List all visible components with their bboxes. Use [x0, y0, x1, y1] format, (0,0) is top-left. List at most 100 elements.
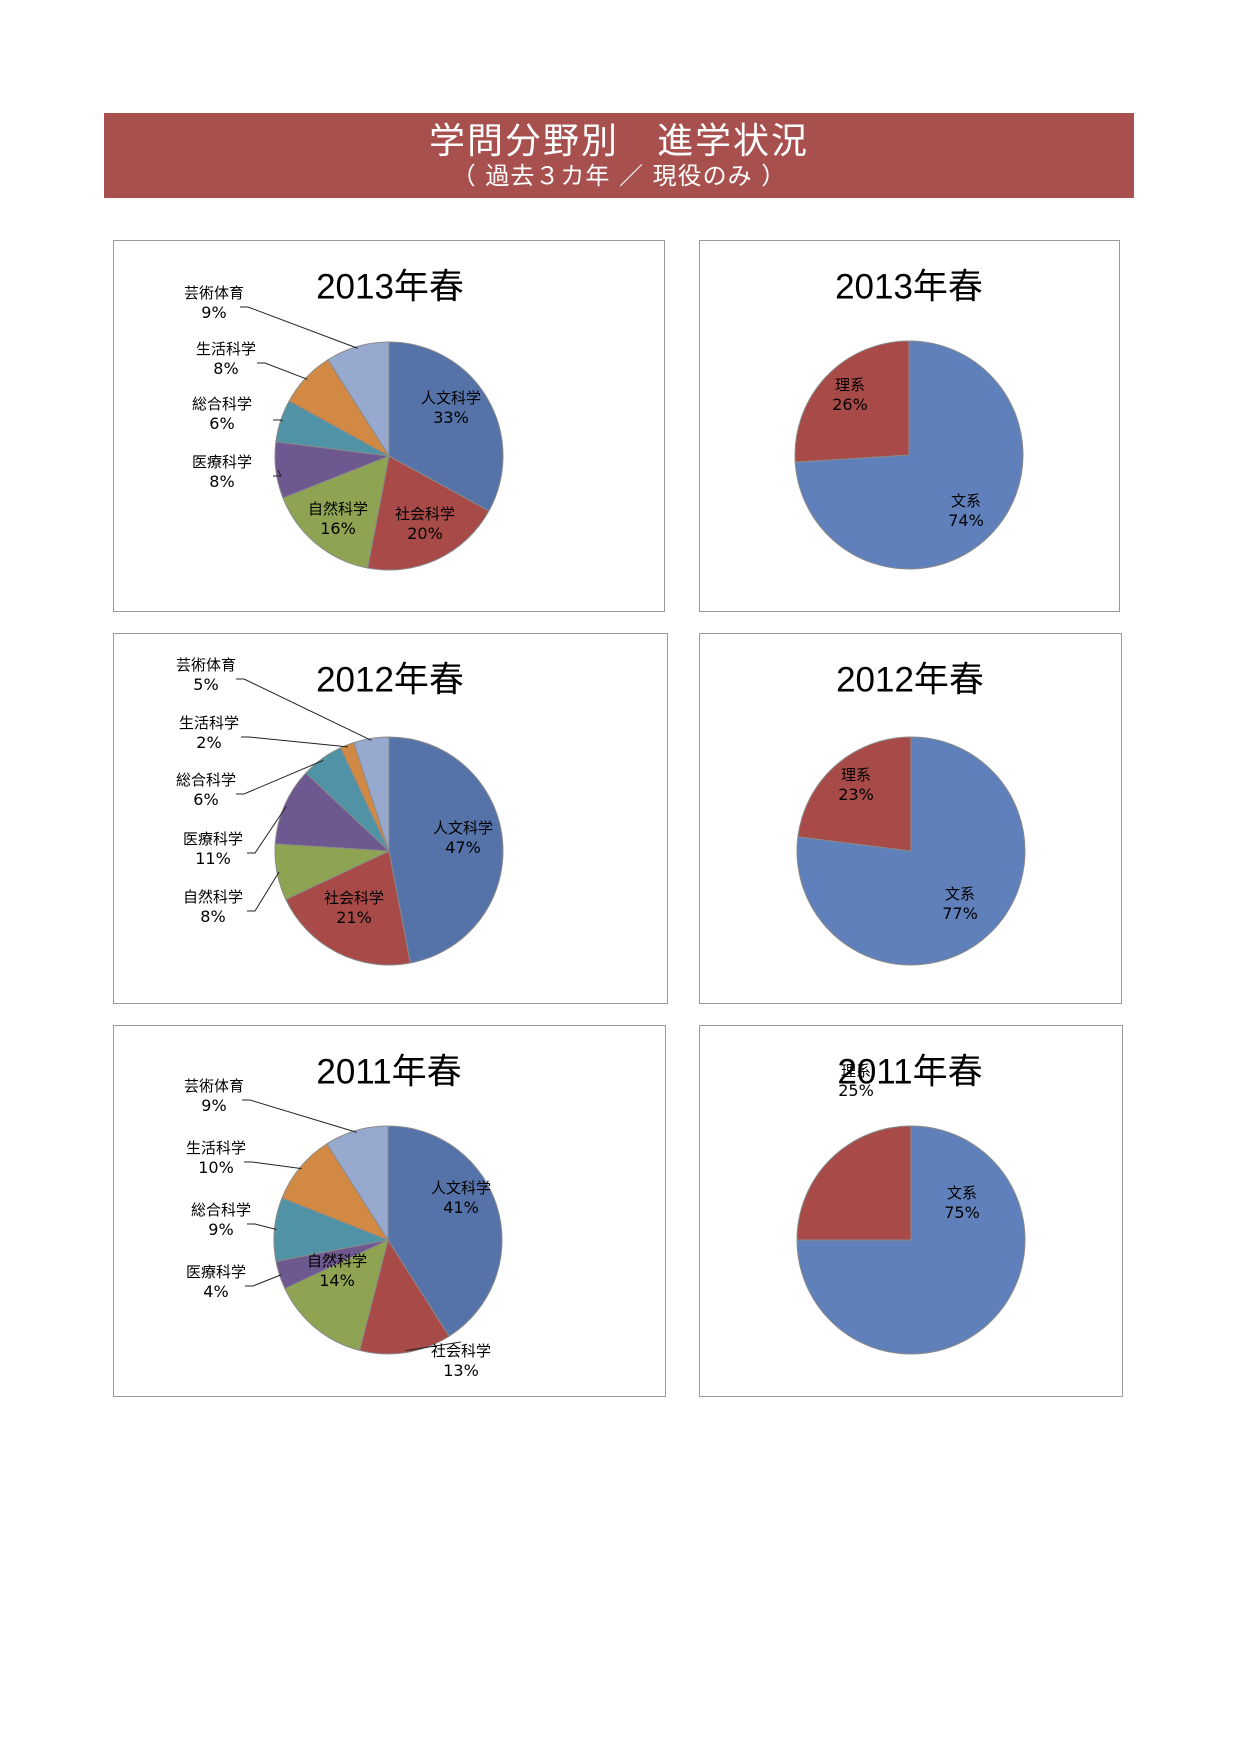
pie-slice-理系 [794, 340, 910, 463]
category-label: 医療科学 [183, 830, 243, 848]
pie-slices [796, 736, 1026, 966]
percent-label: 8% [200, 907, 225, 926]
percent-label: 33% [433, 408, 469, 427]
page-title: 学問分野別 進学状況 [428, 121, 809, 162]
category-label: 文系 [947, 1184, 977, 1202]
pie-slice-理系 [796, 1125, 912, 1241]
header-banner: 学問分野別 進学状況 （ 過去３カ年 ／ 現役のみ ） [104, 113, 1134, 198]
leader-line [273, 469, 282, 477]
pie-slice-社会科学 [367, 455, 490, 571]
percent-label: 23% [838, 785, 874, 804]
page-subtitle: （ 過去３カ年 ／ 現役のみ ） [451, 162, 787, 190]
percent-label: 9% [201, 1096, 226, 1115]
category-label: 人文科学 [431, 1179, 491, 1197]
pie-slice-自然科学 [282, 455, 390, 569]
leader-line [273, 419, 283, 422]
pie-slices [796, 1125, 1026, 1355]
category-label: 総合科学 [192, 395, 252, 413]
chart-title: 2011年春 [837, 1052, 982, 1091]
pie-slices [274, 341, 504, 571]
leader-line [245, 1274, 282, 1287]
pie-chart-2011-field: 2011年春人文科学41%社会科学13%自然科学14%医療科学4%総合科学9%生… [184, 1052, 503, 1380]
percent-label: 4% [203, 1282, 228, 1301]
chart-panel-2012-field: 2012年春 人文科学 47% 社会科学 21% 自然科学 8% 医療科学 11% 総合科学 6% 生… [113, 633, 668, 1004]
category-label: 人文科学 [433, 819, 493, 837]
chart-panel-2013-course: 2013年春文系 74% 理系 26% [699, 240, 1120, 612]
category-label: 自然科学 [183, 888, 243, 906]
category-label: 文系 [951, 492, 981, 510]
leader-line [247, 1223, 277, 1230]
percent-label: 13% [443, 1361, 479, 1380]
percent-label: 10% [198, 1158, 234, 1177]
percent-label: 75% [944, 1203, 980, 1222]
pie-slice-人文科学 [388, 736, 504, 964]
chart-panel-2012-course: 2012年春文系 77% 理系 23% [699, 633, 1122, 1004]
pie-slices [274, 736, 504, 966]
leader-line [236, 759, 324, 795]
pie-slice-自然科学 [284, 1239, 389, 1352]
pie-slice-人文科学 [388, 341, 504, 512]
percent-label: 6% [209, 414, 234, 433]
chart-title: 2013年春 [316, 267, 464, 306]
percent-label: 9% [208, 1220, 233, 1239]
percent-label: 5% [193, 675, 218, 694]
chart-title: 2012年春 [836, 660, 984, 699]
percent-label: 16% [320, 519, 356, 538]
category-label: 社会科学 [324, 889, 384, 907]
chart-panel-2013-field: 2013年春人文科学 33% 社会科学 20% 自然科学 16% 医療科学 8% 総合科学 6% 生… [113, 240, 665, 612]
percent-label: 9% [201, 303, 226, 322]
category-label: 理系 [841, 766, 871, 784]
percent-label: 8% [213, 359, 238, 378]
chart-title: 2013年春 [835, 267, 983, 306]
category-label: 医療科学 [186, 1263, 246, 1281]
percent-label: 11% [195, 849, 231, 868]
percent-label: 8% [209, 472, 234, 491]
pie-slice-社会科学 [359, 1238, 450, 1355]
pie-slice-社会科学 [285, 850, 411, 966]
category-label: 社会科学 [431, 1342, 491, 1360]
leader-line [247, 871, 280, 912]
category-label: 人文科学 [421, 389, 481, 407]
category-label: 総合科学 [191, 1201, 251, 1219]
pie-slice-人文科学 [387, 1125, 503, 1337]
category-label: 生活科学 [186, 1139, 246, 1157]
category-label: 文系 [945, 885, 975, 903]
category-label: 生活科学 [196, 340, 256, 358]
category-label: 芸術体育 [176, 656, 236, 674]
category-label: 総合科学 [176, 771, 236, 789]
pie-chart-2012-field: 2012年春人文科学47%社会科学21%自然科学8%医療科学11%総合科学6%生… [176, 656, 504, 966]
leader-line [242, 1099, 357, 1133]
chart-panel-2011-course: 2011年春文系 75% 理系 25% [699, 1025, 1123, 1397]
chart-title: 2012年春 [316, 660, 464, 699]
percent-label: 26% [832, 395, 868, 414]
category-label: 生活科学 [179, 714, 239, 732]
category-label: 自然科学 [308, 500, 368, 518]
chart-panel-2011-field: 2011年春 人文科学 41% 社会科学 13% 自然科学 14% 医療科学 4% 総合科学 9% 生… [113, 1025, 666, 1397]
leader-line [241, 736, 348, 748]
pie-slice-理系 [797, 736, 912, 852]
percent-label: 2% [196, 733, 221, 752]
